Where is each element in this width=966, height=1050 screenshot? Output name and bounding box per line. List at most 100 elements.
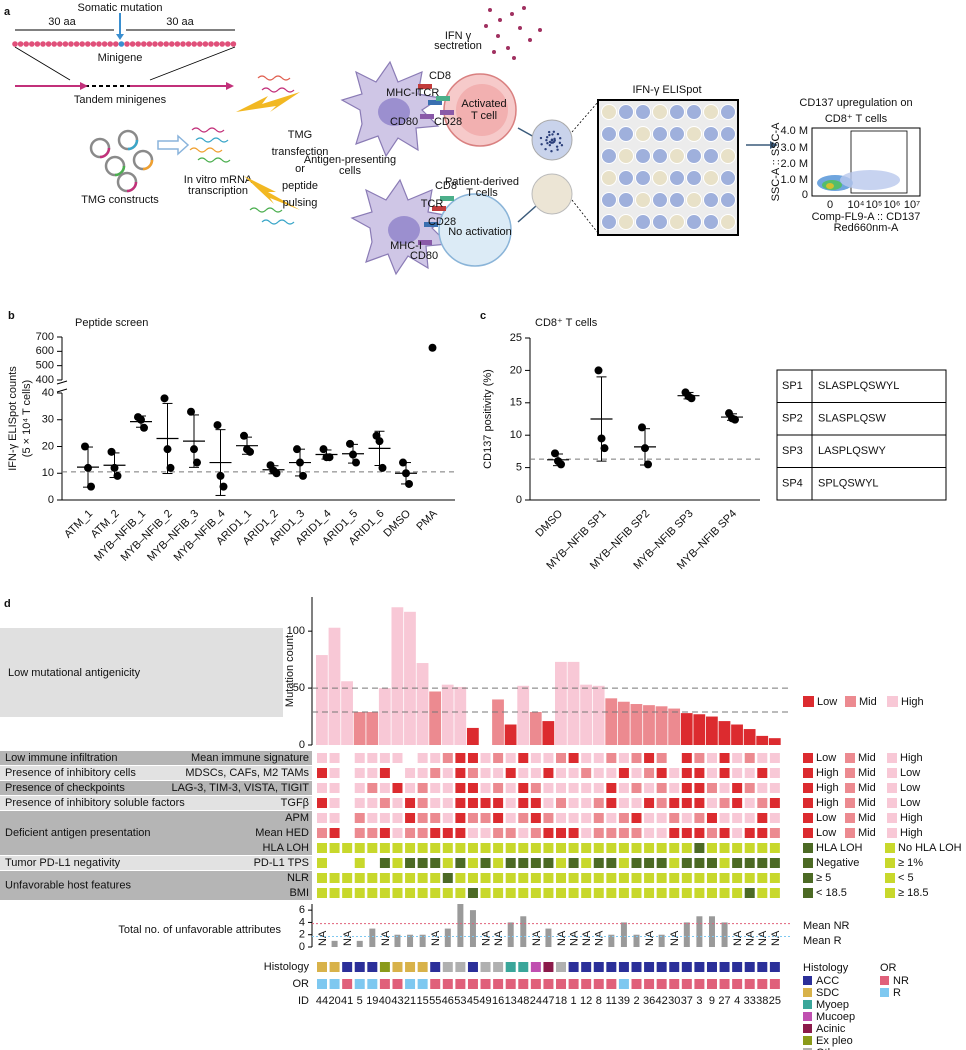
apc-label: cells	[339, 165, 362, 177]
heat-cell	[769, 783, 780, 793]
plate-well	[652, 126, 668, 142]
heat-cell	[342, 873, 353, 883]
bead	[101, 41, 108, 47]
heat-cell	[317, 873, 327, 883]
category-cell	[430, 979, 441, 989]
legend-label: Low	[816, 812, 836, 824]
mrna	[189, 147, 223, 153]
table-cell	[811, 434, 947, 468]
heat-cell	[769, 813, 780, 823]
id-label: 36	[643, 995, 655, 1007]
receptor	[418, 240, 432, 245]
cd137-title: CD137 upregulation on	[799, 97, 912, 109]
y-tick-label: 600	[36, 345, 54, 357]
category-cell	[405, 962, 416, 972]
id-label: 5	[357, 995, 363, 1007]
plate-well	[720, 192, 736, 208]
bar	[331, 940, 338, 947]
heat-cell	[732, 843, 743, 853]
bead	[208, 41, 214, 47]
mrna	[257, 75, 291, 81]
aa-label: 30 aa	[166, 16, 194, 28]
bead	[57, 41, 63, 47]
heat-cell	[467, 873, 478, 883]
category-cell	[379, 962, 390, 972]
row-label: Histology	[264, 961, 310, 973]
heat-cell	[744, 813, 755, 823]
heat-cell	[631, 858, 642, 868]
value-label: NA	[556, 930, 568, 946]
bar	[605, 698, 618, 745]
legend-label: < 5	[898, 872, 914, 884]
heat-cell	[694, 828, 705, 838]
heat-cell	[405, 828, 416, 838]
heat-cell	[329, 873, 340, 883]
heat-cell	[556, 768, 567, 778]
heat-cell	[467, 768, 478, 778]
heat-cell	[681, 843, 692, 853]
y-tick-label: 20	[42, 440, 54, 452]
ifn-dot	[506, 46, 510, 50]
heat-cell	[379, 753, 390, 763]
heat-cell	[367, 783, 378, 793]
category-cell	[719, 962, 730, 972]
heat-cell	[618, 798, 629, 808]
category-cell	[505, 962, 516, 972]
spot	[555, 145, 559, 148]
apc-nucleus	[378, 98, 410, 126]
value-label: NA	[569, 930, 581, 946]
category-cell	[505, 979, 516, 989]
plate-well	[669, 192, 685, 208]
heat-cell	[757, 843, 768, 853]
heat-cell	[581, 813, 592, 823]
heat-cell	[556, 888, 567, 898]
plate-well	[703, 126, 719, 142]
heat-cell	[656, 888, 667, 898]
heat-cell	[631, 828, 642, 838]
chart-title: CD8⁺ T cells	[535, 317, 598, 329]
data-point	[84, 463, 92, 472]
heat-cell	[732, 888, 743, 898]
category-cell	[757, 962, 768, 972]
ifn-dot	[518, 26, 522, 30]
heat-cell	[757, 858, 768, 868]
heat-cell	[581, 798, 592, 808]
group-box	[0, 766, 312, 780]
heat-cell	[744, 768, 755, 778]
bar	[429, 691, 442, 745]
heat-cell	[644, 783, 655, 793]
heat-cell	[367, 813, 378, 823]
spot	[550, 149, 553, 153]
chart-title: Peptide screen	[75, 317, 148, 329]
heat-cell	[769, 828, 780, 838]
category-cell	[317, 979, 327, 989]
data-point	[87, 482, 95, 491]
heat-cell	[568, 783, 579, 793]
heat-cell	[442, 858, 453, 868]
heat-cell	[744, 783, 755, 793]
category-cell	[732, 962, 743, 972]
category-cell	[417, 962, 428, 972]
bead	[213, 41, 220, 47]
elispot-label: IFN-γ ELISpot	[632, 84, 701, 96]
category-cell	[706, 979, 717, 989]
bar	[328, 627, 341, 745]
heat-cell	[367, 828, 378, 838]
legend-label: Mucoep	[816, 1011, 855, 1023]
ifn-dot	[484, 24, 488, 28]
y-tick-label: 0	[299, 941, 305, 953]
heat-cell	[556, 753, 567, 763]
plate-well	[601, 214, 617, 230]
heat-cell	[329, 843, 340, 853]
category-cell	[467, 962, 478, 972]
heat-cell	[455, 768, 466, 778]
heat-cell	[669, 798, 680, 808]
heat-cell	[706, 783, 717, 793]
heat-cell	[442, 813, 453, 823]
category-cell	[681, 979, 692, 989]
data-point	[163, 445, 172, 454]
legend-label: HLA LOH	[816, 842, 863, 854]
molecule-label: MHC-I	[390, 240, 422, 252]
group-box	[0, 856, 312, 870]
legend-swatch	[845, 813, 855, 823]
